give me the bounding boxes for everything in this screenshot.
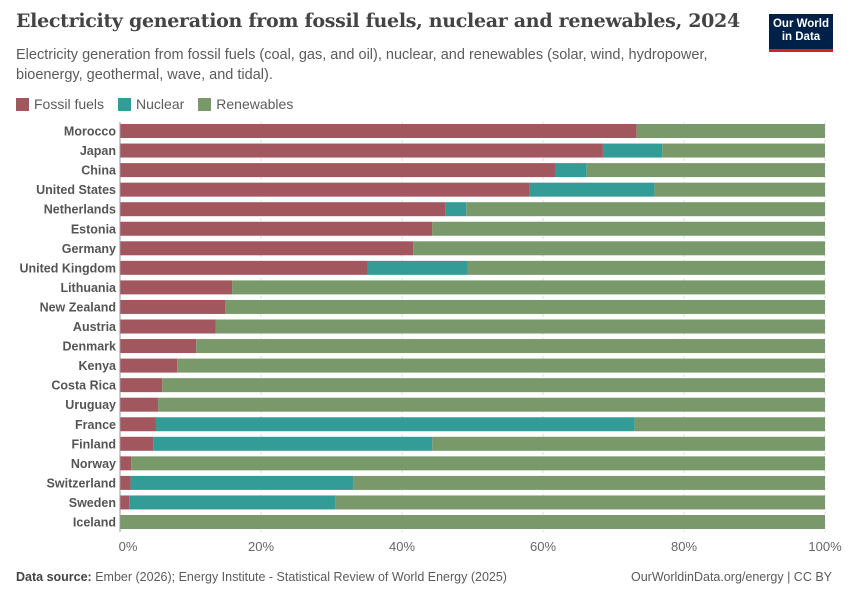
bar-renewables — [662, 143, 825, 158]
data-source-text[interactable]: Ember (2026); Energy Institute - Statist… — [95, 570, 507, 584]
category-label: Uruguay — [65, 398, 116, 412]
category-label: Morocco — [64, 125, 116, 139]
x-tick-label: 80% — [671, 539, 697, 554]
x-tick-label: 0% — [119, 539, 138, 554]
bar-renewables — [232, 280, 826, 295]
bar-nuclear — [130, 475, 354, 490]
bar-fossil-fuels — [120, 378, 163, 393]
data-source-label: Data source: — [16, 570, 92, 584]
bar-fossil-fuels — [120, 241, 414, 256]
legend-item-nuclear[interactable]: Nuclear — [118, 96, 184, 112]
data-source: Data source: Ember (2026); Energy Instit… — [16, 570, 507, 584]
category-label: France — [75, 418, 116, 432]
legend-swatch-renewables — [198, 97, 212, 111]
bar-renewables — [131, 456, 825, 471]
bar-renewables — [432, 436, 825, 451]
bar-nuclear — [445, 202, 467, 217]
footer-link[interactable]: OurWorldinData.org/energy | CC BY — [630, 570, 832, 584]
legend-label-renewables: Renewables — [216, 96, 294, 112]
category-label: Iceland — [73, 516, 116, 530]
bar-fossil-fuels — [120, 280, 233, 295]
x-tick-label: 20% — [248, 539, 274, 554]
logo-line1: Our World — [772, 18, 829, 30]
bar-renewables — [467, 260, 825, 275]
category-label: China — [81, 164, 117, 178]
category-label: Finland — [72, 437, 116, 451]
bar-fossil-fuels — [120, 417, 156, 432]
bar-fossil-fuels — [120, 202, 446, 217]
bar-fossil-fuels — [120, 221, 433, 236]
legend-label-fossil: Fossil fuels — [34, 96, 105, 112]
bar-renewables — [586, 163, 825, 178]
legend-swatch-nuclear — [118, 97, 132, 111]
bar-renewables — [335, 495, 825, 510]
bar-nuclear — [602, 143, 663, 158]
bar-renewables — [196, 339, 825, 354]
bar-renewables — [432, 221, 825, 236]
x-tick-label: 60% — [530, 539, 556, 554]
bar-fossil-fuels — [120, 163, 555, 178]
bar-fossil-fuels — [120, 143, 603, 158]
bar-nuclear — [129, 495, 336, 510]
bar-renewables — [413, 241, 825, 256]
chart-title: Electricity generation from fossil fuels… — [16, 10, 740, 32]
bar-nuclear — [529, 182, 655, 197]
bar-fossil-fuels — [120, 182, 530, 197]
logo-line2: in Data — [781, 31, 821, 43]
x-tick-label: 40% — [389, 539, 415, 554]
bar-renewables — [225, 299, 826, 314]
bar-fossil-fuels — [120, 475, 131, 490]
bar-fossil-fuels — [120, 436, 154, 451]
x-tick-label: 100% — [808, 539, 842, 554]
legend-label-nuclear: Nuclear — [136, 96, 185, 112]
category-label: Kenya — [78, 359, 117, 373]
bar-fossil-fuels — [120, 397, 159, 412]
bar-renewables — [634, 417, 825, 432]
category-label: Estonia — [71, 222, 117, 236]
chart-subtitle: Electricity generation from fossil fuels… — [16, 47, 708, 83]
category-label: Germany — [62, 242, 116, 256]
bar-nuclear — [554, 163, 587, 178]
legend-item-fossil[interactable]: Fossil fuels — [16, 96, 104, 112]
legend-item-renewables[interactable]: Renewables — [198, 96, 293, 112]
category-label: Netherlands — [44, 203, 116, 217]
legend-swatch-fossil — [16, 97, 29, 111]
bar-fossil-fuels — [120, 319, 216, 334]
bar-renewables — [177, 358, 826, 373]
category-label: Norway — [71, 457, 116, 471]
category-label: New Zealand — [40, 300, 116, 314]
category-label: Lithuania — [60, 281, 117, 295]
bar-nuclear — [367, 260, 468, 275]
bar-renewables — [162, 378, 826, 393]
bar-nuclear — [155, 417, 635, 432]
bar-fossil-fuels — [120, 456, 132, 471]
bar-renewables — [353, 475, 825, 490]
category-label: Switzerland — [47, 476, 116, 490]
bar-renewables — [654, 182, 825, 197]
category-label: Denmark — [63, 340, 117, 354]
bar-fossil-fuels — [120, 260, 368, 275]
bar-renewables — [466, 202, 825, 217]
bar-renewables — [215, 319, 825, 334]
bar-fossil-fuels — [120, 358, 178, 373]
bar-renewables — [120, 515, 825, 529]
category-label: Austria — [73, 320, 117, 334]
category-label: Japan — [80, 144, 116, 158]
category-label: United States — [36, 183, 116, 197]
bar-nuclear — [153, 436, 433, 451]
bar-fossil-fuels — [120, 124, 637, 138]
bar-renewables — [158, 397, 825, 412]
owid-logo[interactable]: Our World in Data — [769, 14, 833, 52]
bar-renewables — [636, 124, 825, 138]
category-label: Costa Rica — [51, 379, 117, 393]
bar-fossil-fuels — [120, 495, 130, 510]
category-label: Sweden — [69, 496, 116, 510]
bar-fossil-fuels — [120, 299, 226, 314]
legend: Fossil fuels Nuclear Renewables — [16, 96, 293, 112]
category-label: United Kingdom — [19, 261, 116, 275]
bar-fossil-fuels — [120, 339, 197, 354]
